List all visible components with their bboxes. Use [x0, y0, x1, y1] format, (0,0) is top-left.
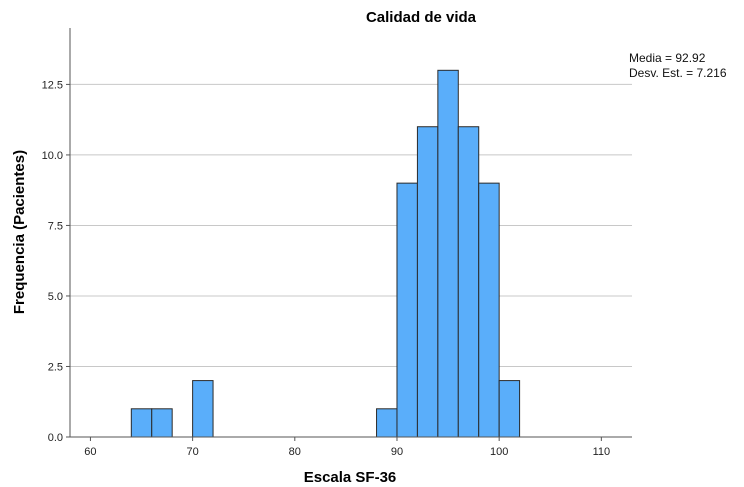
gridlines	[70, 83, 632, 367]
std-dev-label: Desv. Est. = 7.216	[629, 66, 727, 80]
histogram-bars	[130, 69, 521, 438]
x-tick-label: 60	[84, 446, 96, 458]
histogram-bar	[130, 408, 153, 438]
y-tick-label: 10.0	[42, 150, 63, 162]
chart-title: Calidad de vida	[366, 9, 477, 26]
y-tick-label: 12.5	[42, 79, 63, 91]
y-tick-label: 5.0	[48, 291, 63, 303]
x-tick-label: 90	[391, 446, 403, 458]
y-tick-labels: 0.0 2.5 5.0 7.5 10.0 12.5	[42, 79, 70, 444]
histogram-bar	[151, 408, 173, 438]
histogram-bar	[478, 182, 500, 438]
histogram-bar	[437, 69, 459, 438]
y-tick-label: 0.0	[48, 432, 63, 444]
x-tick-label: 70	[186, 446, 198, 458]
x-tick-labels: 60 70 80 90 100 110	[84, 437, 610, 458]
y-tick-label: 7.5	[48, 220, 63, 232]
histogram-bar	[376, 408, 398, 438]
mean-label: Media = 92.92	[629, 51, 706, 65]
histogram-bar	[457, 126, 480, 438]
y-axis-title: Frequencia (Pacientes)	[11, 150, 28, 314]
histogram-bar	[416, 126, 439, 438]
histogram-bar	[498, 380, 521, 438]
x-tick-label: 80	[289, 446, 301, 458]
x-tick-label: 110	[593, 446, 611, 458]
histogram-bar	[192, 380, 214, 438]
x-axis-title: Escala SF-36	[304, 469, 397, 486]
x-tick-label: 100	[490, 446, 508, 458]
y-tick-label: 2.5	[48, 361, 63, 373]
histogram-bar	[396, 182, 418, 438]
